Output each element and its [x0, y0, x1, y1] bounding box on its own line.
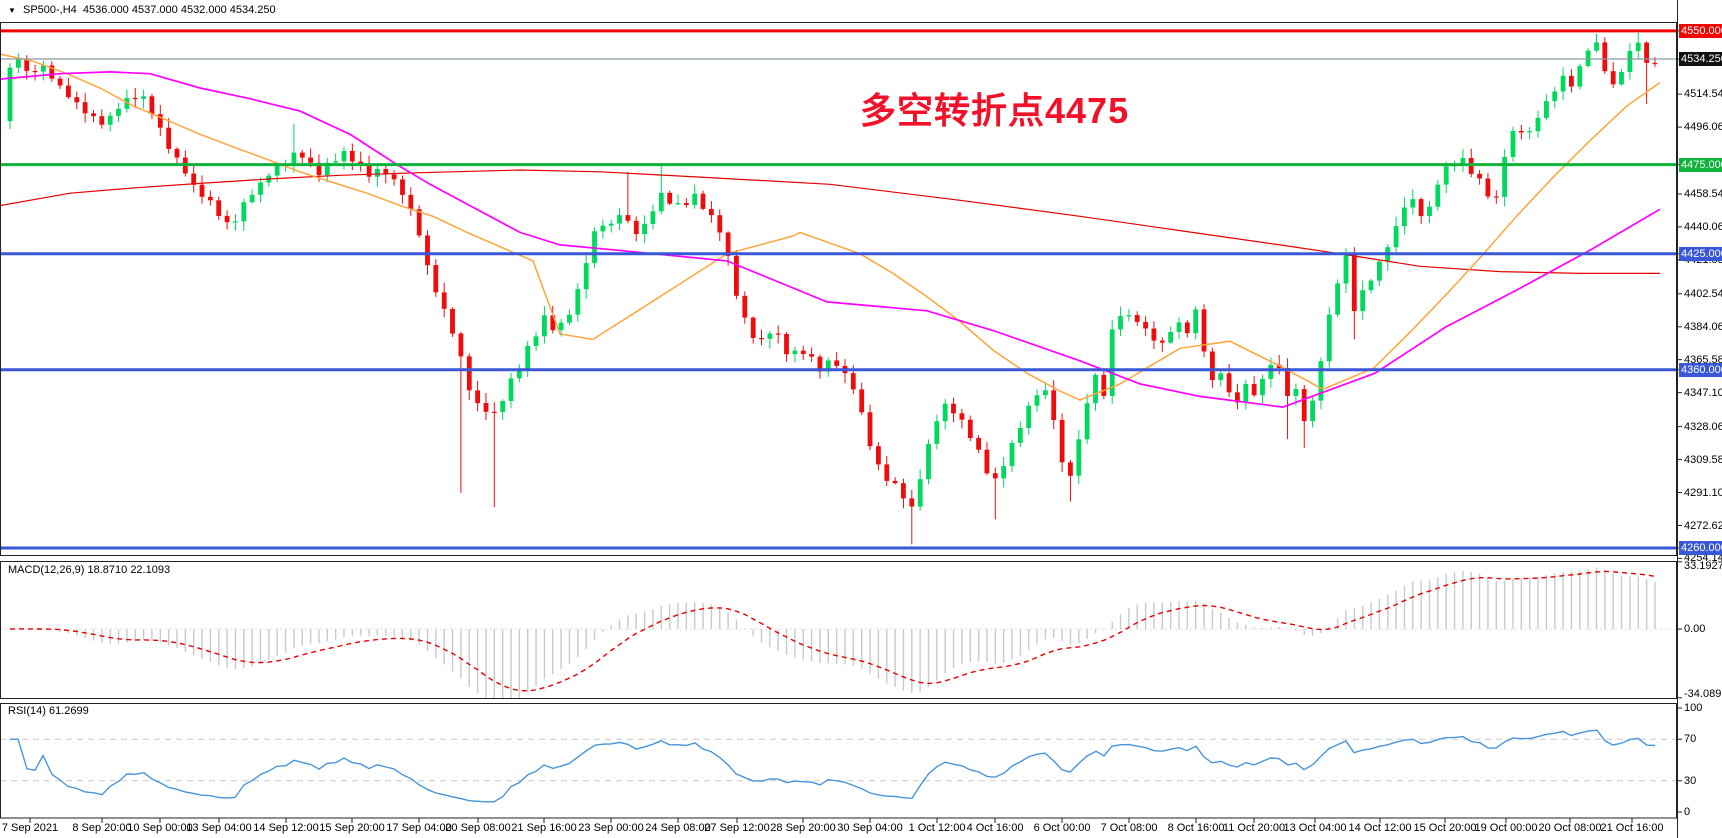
price-scale-label: 4458.540 — [1684, 188, 1722, 200]
macd-scale-label: 33.1927 — [1684, 559, 1722, 572]
quote-close: 4534.250 — [229, 4, 276, 16]
time-axis-label: 15 Oct 20:00 — [1413, 822, 1477, 834]
time-axis-label: 19 Oct 00:00 — [1474, 822, 1538, 834]
time-axis-label: 20 Oct 08:00 — [1538, 822, 1602, 834]
macd-indicator-label: MACD(12,26,9) 18.8710 22.1093 — [8, 564, 171, 576]
price-scale-label: 4402.540 — [1684, 287, 1722, 300]
time-axis-label: 15 Sep 20:00 — [319, 822, 385, 834]
time-axis-label: 13 Sep 04:00 — [186, 822, 252, 834]
rsi-value: 61.2699 — [48, 705, 89, 717]
time-axis-label: 4 Oct 16:00 — [966, 822, 1024, 834]
time-axis-label: 10 Sep 00:00 — [127, 822, 193, 834]
macd-signal-value: 22.1093 — [130, 564, 171, 576]
rsi-indicator-label: RSI(14) 61.2699 — [8, 705, 89, 717]
quote-low: 4532.000 — [180, 4, 227, 16]
time-axis-label: 21 Oct 16:00 — [1600, 822, 1664, 834]
symbol-dropdown-icon[interactable]: ▼ — [8, 6, 16, 15]
time-axis-label: 30 Sep 04:00 — [837, 822, 903, 834]
rsi-scale-label: 100 — [1684, 702, 1703, 714]
time-axis-label: 27 Sep 12:00 — [704, 822, 770, 834]
macd-main-value: 18.8710 — [87, 564, 128, 576]
time-axis-label: 21 Sep 16:00 — [511, 822, 577, 834]
price-scale-label: 4440.060 — [1684, 220, 1722, 233]
time-axis-label: 1 Oct 12:00 — [908, 822, 966, 834]
price-scale-label: 4384.060 — [1684, 320, 1722, 333]
time-axis-label: 11 Oct 20:00 — [1222, 822, 1286, 834]
time-axis-label: 7 Sep 2021 — [1, 822, 59, 834]
rsi-scale-label: 0 — [1684, 806, 1691, 818]
rsi-scale-label: 70 — [1684, 733, 1697, 746]
price-badge: 4534.250 — [1679, 52, 1722, 66]
price-scale-label: 4328.060 — [1684, 420, 1722, 433]
price-scale-label: 4272.620 — [1684, 519, 1722, 532]
price-badge: 4360.000 — [1679, 362, 1722, 377]
symbol-label: SP500-,H4 — [22, 4, 77, 16]
time-axis-label: 14 Oct 12:00 — [1348, 822, 1412, 834]
time-axis-label: 7 Oct 08:00 — [1100, 822, 1158, 834]
price-badge: 4475.000 — [1679, 157, 1722, 172]
quote-high: 4537.000 — [131, 4, 178, 16]
price-badge: 4425.000 — [1679, 246, 1722, 261]
quote-open: 4536.000 — [82, 4, 129, 16]
time-axis-label: 14 Sep 12:00 — [253, 822, 319, 834]
rsi-scale-label: 30 — [1684, 774, 1697, 787]
price-scale-label: 4291.100 — [1684, 486, 1722, 499]
time-axis-label: 20 Sep 08:00 — [445, 822, 511, 834]
chart-title: ▼ SP500-,H4 4536.000 4537.000 4532.000 4… — [8, 4, 276, 16]
price-scale-label: 4254.140 — [1684, 552, 1722, 565]
price-scale-label: 4496.060 — [1684, 121, 1722, 134]
price-badge: 4260.000 — [1679, 541, 1722, 555]
price-scale-label: 4514.540 — [1684, 88, 1722, 101]
macd-scale-label: 0.00 — [1684, 623, 1706, 636]
time-axis-label: 8 Oct 16:00 — [1167, 822, 1225, 834]
time-axis-label: 23 Sep 00:00 — [578, 822, 644, 834]
time-axis-label: 8 Sep 20:00 — [72, 822, 132, 834]
time-axis-label: 28 Sep 20:00 — [770, 822, 836, 834]
price-scale-label: 4347.100 — [1684, 386, 1722, 399]
price-scale-label: 4309.580 — [1684, 453, 1722, 466]
time-axis-label: 24 Sep 08:00 — [645, 822, 711, 834]
time-axis-label: 13 Oct 04:00 — [1283, 822, 1347, 834]
time-axis-label: 6 Oct 00:00 — [1033, 822, 1091, 834]
annotation-text: 多空转折点4475 — [860, 90, 1130, 131]
price-badge: 4550.000 — [1679, 23, 1722, 38]
time-axis-label: 17 Sep 04:00 — [386, 822, 452, 834]
